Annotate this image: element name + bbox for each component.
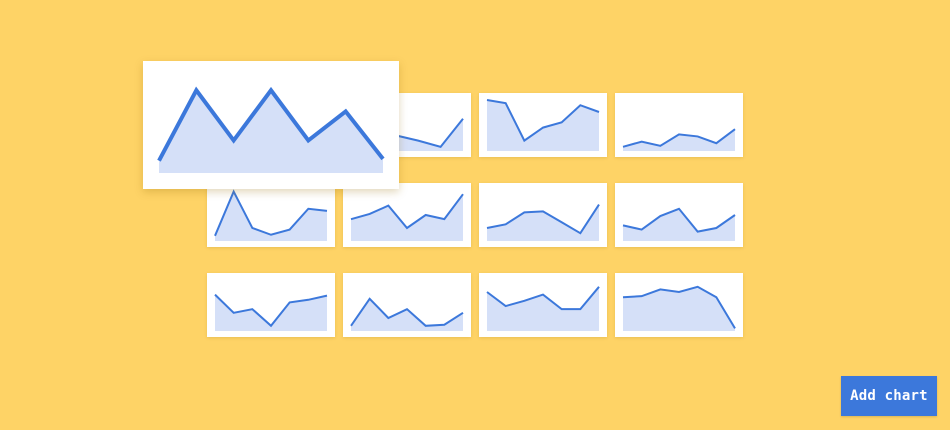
add-chart-button[interactable]: Add chart: [841, 376, 937, 416]
featured-chart-card[interactable]: [143, 61, 399, 189]
thumbnail-chart: [486, 99, 600, 151]
thumbnail-chart: [622, 285, 736, 331]
thumbnail-chart: [350, 297, 464, 331]
chart-grid: [207, 93, 743, 337]
chart-thumbnail-card[interactable]: [615, 183, 743, 247]
thumbnail-chart: [350, 193, 464, 241]
chart-thumbnail-card[interactable]: [615, 273, 743, 337]
area-fill: [215, 191, 327, 241]
chart-thumbnail-card[interactable]: [343, 183, 471, 247]
area-fill: [351, 298, 463, 331]
thumbnail-chart: [622, 128, 736, 151]
area-fill: [623, 286, 735, 331]
area-fill: [159, 90, 383, 173]
thumbnail-chart: [486, 286, 600, 331]
area-fill: [623, 129, 735, 151]
chart-thumbnail-card[interactable]: [615, 93, 743, 157]
featured-chart: [157, 86, 385, 173]
thumbnail-chart: [622, 207, 736, 241]
chart-thumbnail-card[interactable]: [479, 93, 607, 157]
thumbnail-chart: [214, 189, 328, 241]
area-fill: [487, 204, 599, 241]
area-fill: [215, 294, 327, 331]
area-fill: [487, 100, 599, 151]
area-fill: [351, 194, 463, 241]
area-fill: [487, 286, 599, 331]
chart-thumbnail-card[interactable]: [343, 273, 471, 337]
chart-thumbnail-card[interactable]: [479, 273, 607, 337]
area-fill: [623, 208, 735, 241]
thumbnail-chart: [214, 293, 328, 331]
chart-thumbnail-card[interactable]: [207, 183, 335, 247]
chart-thumbnail-card[interactable]: [479, 183, 607, 247]
thumbnail-chart: [486, 204, 600, 241]
chart-thumbnail-card[interactable]: [207, 273, 335, 337]
